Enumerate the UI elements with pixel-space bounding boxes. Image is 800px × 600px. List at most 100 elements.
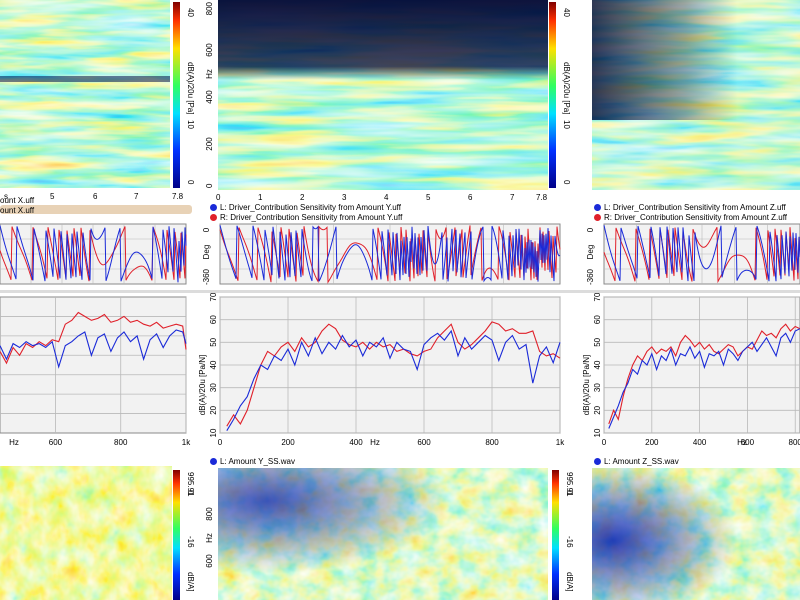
spectrogram-right-top xyxy=(592,0,800,190)
frf-plot-middle: 0 200 400 600 800 1k Hz 10 20 30 40 50 60 70 xyxy=(209,293,565,447)
y-tick: 10 xyxy=(593,428,602,437)
colorbar-tick: 40 xyxy=(562,8,571,17)
y-tick: 600 xyxy=(205,43,214,57)
blue-phase-line xyxy=(219,225,561,283)
y-tick: 600 xyxy=(205,554,214,568)
colorbar-tick: -16 xyxy=(565,536,574,548)
x-tick: 7.8 xyxy=(536,193,548,202)
panel-left-top: 40 10 0 dB(A)/20u [Pa] s 5 6 7 7.8 xyxy=(0,0,200,212)
x-tick: 400 xyxy=(693,438,707,447)
legend-right-l: L: Driver_Contribution Sensitivity from … xyxy=(594,203,786,213)
legend-right-wav: L: Amount Z_SS.wav xyxy=(594,457,679,467)
colorbar-left-bottom: 995.91 0 -16 dB/A] xyxy=(172,466,200,600)
x-tick: 5 xyxy=(50,192,55,201)
colorbar-middle-top: 40 10 0 dB(A)/20u [Pa] xyxy=(548,0,578,190)
y-tick: 40 xyxy=(209,360,218,369)
y-tick: 10 xyxy=(209,428,218,437)
divider[interactable] xyxy=(0,290,800,293)
x-tick: 200 xyxy=(645,438,659,447)
spectrogram-right-bottom xyxy=(592,468,800,600)
colorbar-tick: 0 xyxy=(186,490,195,495)
y-tick: 0 xyxy=(205,183,214,188)
y-tick: 0 xyxy=(586,227,595,232)
legend-dot-blue xyxy=(210,458,217,465)
x-tick: 3 xyxy=(342,193,347,202)
x-tick: 6 xyxy=(468,193,473,202)
x-axis-middle-top: 0 1 2 3 4 5 6 7 7.8 xyxy=(216,193,548,202)
x-tick: 5 xyxy=(426,193,431,202)
x-tick: 0 xyxy=(216,193,221,202)
colorbar-tick: 0 xyxy=(562,180,571,185)
blue-series-line xyxy=(226,329,561,431)
spectrogram-left-top xyxy=(0,0,170,188)
legend-left-l: ount X.uff xyxy=(0,196,34,206)
legend-label: R: Driver_Contribution Sensitivity from … xyxy=(220,213,403,222)
legend-middle-r: R: Driver_Contribution Sensitivity from … xyxy=(210,213,402,223)
red-series-line xyxy=(608,323,800,425)
x-tick: 7.8 xyxy=(172,192,184,201)
colorbar-tick: 0 xyxy=(186,180,195,185)
blue-series-line xyxy=(608,328,800,429)
plot-area xyxy=(0,296,187,434)
x-tick: 6 xyxy=(93,192,98,201)
y-tick: 30 xyxy=(593,383,602,392)
x-tick: 4 xyxy=(384,193,389,202)
y-tick: 70 xyxy=(593,293,602,301)
x-axis-label: Hz xyxy=(737,438,747,447)
legend-label: ount X.uff xyxy=(0,196,35,205)
selection-bar[interactable] xyxy=(0,205,192,214)
x-tick: 600 xyxy=(49,438,63,447)
spectrogram-left-bottom xyxy=(0,466,172,600)
legend-dot-red xyxy=(594,214,601,221)
x-axis-label: s xyxy=(4,192,8,201)
y-tick: 30 xyxy=(209,383,218,392)
spectrogram-left-top-svg xyxy=(0,0,170,188)
y-tick: 20 xyxy=(209,405,218,414)
x-tick: 7 xyxy=(510,193,515,202)
x-tick: 0 xyxy=(218,438,223,447)
y-tick: 60 xyxy=(209,315,218,324)
legend-label: ount X.uff xyxy=(0,206,35,215)
legend-label: L: Driver_Contribution Sensitivity from … xyxy=(220,203,401,212)
y-tick: 400 xyxy=(205,90,214,104)
red-series-line xyxy=(0,311,187,365)
x-tick: 7 xyxy=(134,192,139,201)
blue-phase-line xyxy=(0,225,187,283)
x-tick: 800 xyxy=(485,438,499,447)
x-axis-left-top: s 5 6 7 7.8 xyxy=(4,192,184,201)
frf-plot-right: 0 200 400 600 800 Hz 10 20 30 40 50 60 70 xyxy=(593,293,800,447)
spectrogram-middle-top xyxy=(218,0,548,190)
colorbar-tick: 995.91 xyxy=(565,472,574,497)
y-tick: 800 xyxy=(205,507,214,521)
colorbar-tick: 10 xyxy=(186,120,195,129)
x-tick: 0 xyxy=(602,438,607,447)
spectrogram-middle-bottom xyxy=(218,468,548,600)
x-tick: 1 xyxy=(258,193,263,202)
colorbar-tick: 0 xyxy=(565,490,574,495)
x-tick: 600 xyxy=(741,438,755,447)
y-axis-label: Hz xyxy=(205,69,214,79)
red-phase-line xyxy=(0,226,187,282)
y-axis-middle-bottom: 800 Hz 600 xyxy=(205,507,214,568)
y-tick: 60 xyxy=(593,315,602,324)
legend-middle-l: L: Driver_Contribution Sensitivity from … xyxy=(210,203,401,213)
colorbar-label: dB(A)/20u [Pa] xyxy=(186,62,195,114)
red-phase-line xyxy=(603,226,800,284)
colorbar-tick: 10 xyxy=(562,120,571,129)
legend-dot-blue xyxy=(594,204,601,211)
y-tick: 50 xyxy=(593,337,602,346)
x-tick: 2 xyxy=(300,193,305,202)
colorbar-tick: 40 xyxy=(186,8,195,17)
x-tick: 1k xyxy=(182,438,191,447)
y-tick: 800 xyxy=(205,1,214,15)
red-series-line xyxy=(226,321,561,427)
colorbar-tick: -16 xyxy=(186,536,195,548)
y-tick: -360 xyxy=(202,268,211,285)
y-tick: 200 xyxy=(205,137,214,151)
legend-left-r: ount X.uff xyxy=(0,206,34,216)
y-axis-label: dB(A)/20u [Pa/N] xyxy=(582,355,591,415)
legend-label: L: Driver_Contribution Sensitivity from … xyxy=(604,203,786,212)
legend-label: L: Amount Z_SS.wav xyxy=(604,457,679,466)
panel-middle-top: 800 600 Hz 400 200 0 xyxy=(200,0,590,212)
y-tick: 70 xyxy=(209,293,218,301)
